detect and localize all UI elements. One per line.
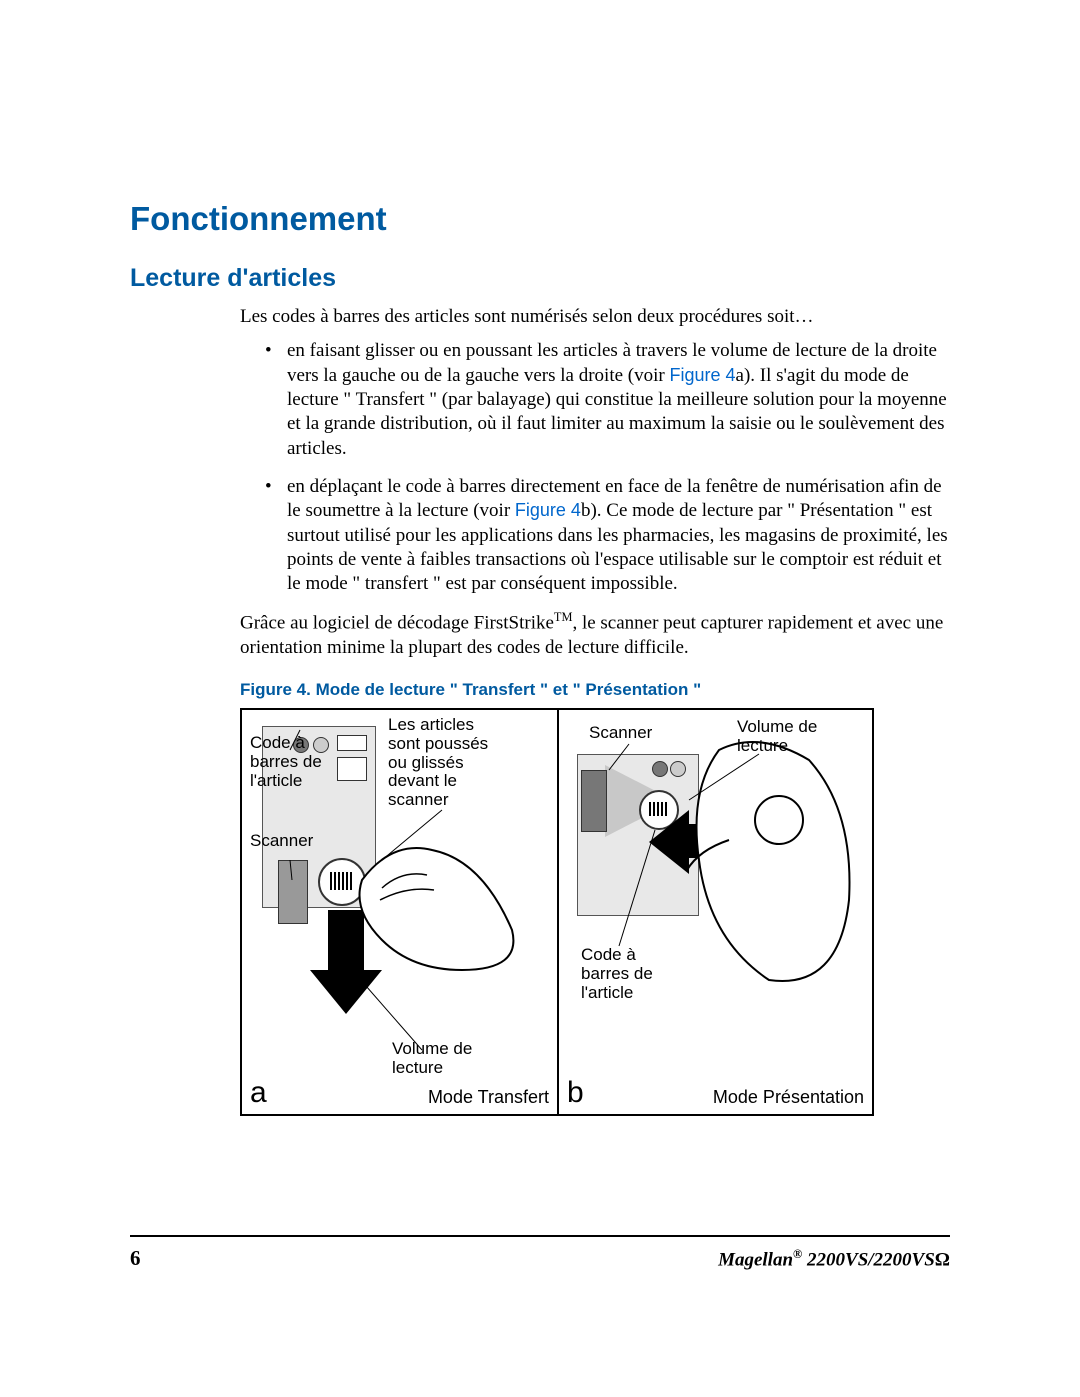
closing-pre: Grâce au logiciel de décodage FirstStrik…: [240, 613, 554, 634]
product-post: 2200VS/2200VS: [802, 1249, 935, 1270]
figure-caption: Figure 4. Mode de lecture " Transfert " …: [240, 680, 950, 700]
button-shape: [337, 735, 367, 751]
page-number: 6: [130, 1246, 141, 1271]
omega-symbol: Ω: [935, 1249, 950, 1270]
label-push-a: Les articles sont poussés ou glissés dev…: [388, 716, 488, 809]
button-shape: [337, 757, 367, 781]
hand-illustration-a: [352, 820, 532, 980]
product-pre: Magellan: [718, 1249, 793, 1270]
product-name: Magellan® 2200VS/2200VSΩ: [718, 1247, 950, 1271]
panel-letter-b: b: [567, 1076, 584, 1110]
bullet-2: en déplaçant le code à barres directemen…: [265, 475, 950, 597]
footer-rule: [130, 1235, 950, 1237]
label-code-a: Code à barres de l'article: [250, 734, 322, 790]
registered-symbol: ®: [793, 1247, 802, 1261]
label-volume-a: Volume de lecture: [392, 1040, 472, 1077]
label-volume-b: Volume de lecture: [737, 718, 817, 755]
label-scanner-b: Scanner: [589, 724, 652, 743]
trademark-symbol: TM: [554, 610, 573, 624]
scan-window-a: [278, 860, 308, 924]
panel-mode-b: Mode Présentation: [713, 1087, 864, 1108]
closing-paragraph: Grâce au logiciel de décodage FirstStrik…: [240, 610, 950, 660]
intro-paragraph: Les codes à barres des articles sont num…: [240, 305, 950, 329]
bullet-list: en faisant glisser ou en poussant les ar…: [265, 339, 950, 596]
figure-panel-a: Code à barres de l'article Scanner Les a…: [242, 710, 559, 1114]
label-scanner-a: Scanner: [250, 832, 313, 851]
panel-letter-a: a: [250, 1076, 267, 1110]
figure-ref-1[interactable]: Figure 4: [669, 365, 735, 385]
scan-window-b: [581, 770, 607, 832]
figure-ref-2[interactable]: Figure 4: [515, 500, 581, 520]
figure-panel-b: Scanner Volume de lecture Code à barres …: [559, 710, 872, 1114]
heading-2: Lecture d'articles: [130, 264, 950, 293]
bullet-1: en faisant glisser ou en poussant les ar…: [265, 339, 950, 461]
figure-4: Code à barres de l'article Scanner Les a…: [240, 708, 874, 1116]
heading-1: Fonctionnement: [130, 200, 950, 238]
panel-mode-a: Mode Transfert: [428, 1087, 549, 1108]
body-illustration-b: [679, 740, 859, 1000]
document-page: Fonctionnement Lecture d'articles Les co…: [0, 0, 1080, 1397]
label-code-b: Code à barres de l'article: [581, 946, 653, 1002]
